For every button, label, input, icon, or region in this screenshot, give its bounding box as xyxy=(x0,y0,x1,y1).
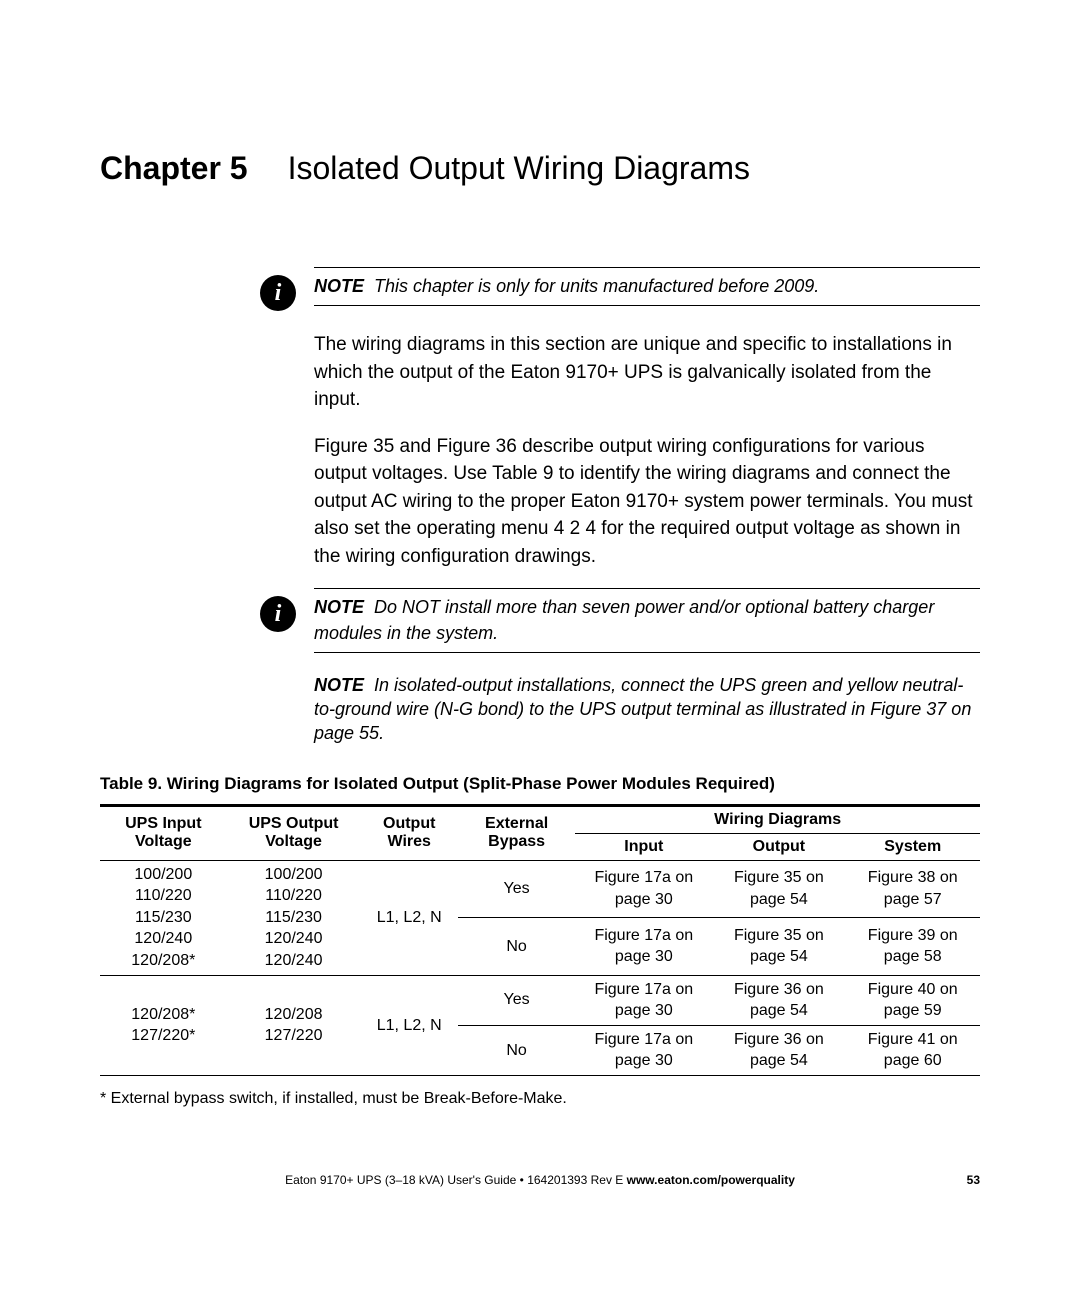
paragraph-2: Figure 35 and Figure 36 describe output … xyxy=(314,433,980,571)
th-output: Output xyxy=(712,833,845,860)
cell-input: Figure 17a on page 30 xyxy=(575,1025,712,1075)
cell-system: Figure 41 on page 60 xyxy=(845,1025,980,1075)
th-output-wires: Output Wires xyxy=(361,807,458,861)
cell-output: Figure 36 on page 54 xyxy=(712,975,845,1025)
page: Chapter 5 Isolated Output Wiring Diagram… xyxy=(0,0,1080,1311)
th-ups-output: UPS Output Voltage xyxy=(227,807,361,861)
note-block-1: i NOTE This chapter is only for units ma… xyxy=(260,267,980,311)
note-body: In isolated-output installations, connec… xyxy=(314,675,971,744)
cell-bypass: No xyxy=(458,918,575,975)
info-icon: i xyxy=(260,596,296,632)
rule xyxy=(314,588,980,589)
chapter-label: Chapter 5 xyxy=(100,150,248,187)
note-label: NOTE xyxy=(314,675,364,695)
rule xyxy=(314,652,980,653)
cell-input: Figure 17a on page 30 xyxy=(575,860,712,917)
th-system: System xyxy=(845,833,980,860)
cell-output: Figure 35 on page 54 xyxy=(712,860,845,917)
page-number: 53 xyxy=(967,1173,980,1187)
footer-doc-title: Eaton 9170+ UPS (3–18 kVA) User's Guide xyxy=(285,1173,516,1187)
note-text: NOTE Do NOT install more than seven powe… xyxy=(314,595,980,645)
wiring-table: UPS Input Voltage UPS Output Voltage Out… xyxy=(100,804,980,1076)
cell-ups-input: 120/208* 127/220* xyxy=(100,975,227,1075)
cell-ups-input: 100/200 110/220 115/230 120/240 120/208* xyxy=(100,860,227,975)
footer-sep: • xyxy=(516,1173,527,1187)
page-footer: Eaton 9170+ UPS (3–18 kVA) User's Guide … xyxy=(100,1173,980,1187)
cell-ups-output: 100/200 110/220 115/230 120/240 120/240 xyxy=(227,860,361,975)
note-block-2: i NOTE Do NOT install more than seven po… xyxy=(260,588,980,652)
note-label: NOTE xyxy=(314,276,364,296)
cell-bypass: Yes xyxy=(458,975,575,1025)
cell-output-wires: L1, L2, N xyxy=(361,975,458,1075)
footer-rev: 164201393 Rev E xyxy=(527,1173,623,1187)
rule xyxy=(314,267,980,268)
cell-system: Figure 40 on page 59 xyxy=(845,975,980,1025)
cell-ups-output: 120/208 127/220 xyxy=(227,975,361,1075)
th-wiring-diagrams: Wiring Diagrams xyxy=(575,807,980,834)
cell-input: Figure 17a on page 30 xyxy=(575,918,712,975)
note-label: NOTE xyxy=(314,597,364,617)
footer-url: www.eaton.com/powerquality xyxy=(627,1173,795,1187)
cell-output-wires: L1, L2, N xyxy=(361,860,458,975)
table-caption: Table 9. Wiring Diagrams for Isolated Ou… xyxy=(100,774,980,794)
th-ext-bypass: External Bypass xyxy=(458,807,575,861)
chapter-title: Isolated Output Wiring Diagrams xyxy=(288,150,750,187)
cell-system: Figure 38 on page 57 xyxy=(845,860,980,917)
th-input: Input xyxy=(575,833,712,860)
cell-output: Figure 35 on page 54 xyxy=(712,918,845,975)
note-body: Do NOT install more than seven power and… xyxy=(314,597,934,642)
info-icon: i xyxy=(260,275,296,311)
table-footnote: * External bypass switch, if installed, … xyxy=(100,1090,980,1108)
cell-bypass: Yes xyxy=(458,860,575,917)
note-body: This chapter is only for units manufactu… xyxy=(374,276,819,296)
note-text-3: NOTE In isolated-output installations, c… xyxy=(314,673,980,746)
chapter-heading: Chapter 5 Isolated Output Wiring Diagram… xyxy=(100,150,980,187)
table-row: 120/208* 127/220* 120/208 127/220 L1, L2… xyxy=(100,975,980,1025)
cell-input: Figure 17a on page 30 xyxy=(575,975,712,1025)
cell-system: Figure 39 on page 58 xyxy=(845,918,980,975)
cell-output: Figure 36 on page 54 xyxy=(712,1025,845,1075)
note-text: NOTE This chapter is only for units manu… xyxy=(314,274,980,299)
th-ups-input: UPS Input Voltage xyxy=(100,807,227,861)
rule xyxy=(314,305,980,306)
cell-bypass: No xyxy=(458,1025,575,1075)
table-row: 100/200 110/220 115/230 120/240 120/208*… xyxy=(100,860,980,917)
paragraph-1: The wiring diagrams in this section are … xyxy=(314,331,980,414)
